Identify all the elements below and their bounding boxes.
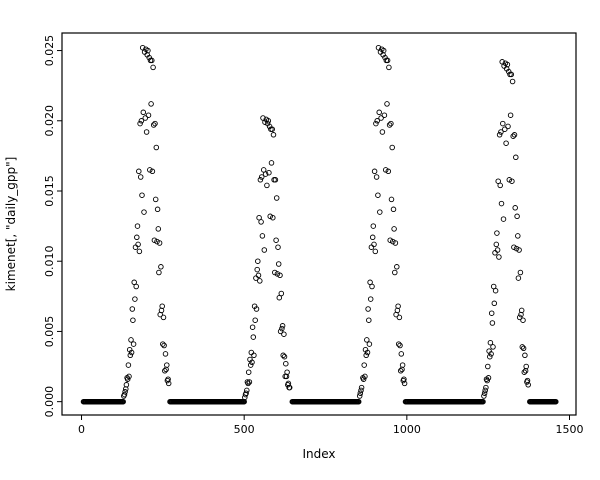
x-axis-title: Index — [302, 447, 335, 461]
y-tick-label: 0.005 — [43, 316, 56, 348]
data-points — [80, 44, 559, 405]
y-tick-label: 0.020 — [43, 105, 56, 136]
x-tick-label: 1000 — [393, 423, 421, 436]
x-tick-label: 0 — [78, 423, 85, 436]
x-tick-label: 1500 — [555, 423, 583, 436]
y-axis-title: kimenet[, "daily_gpp"] — [4, 157, 18, 292]
x-tick-label: 500 — [234, 423, 255, 436]
y-tick-label: 0.015 — [43, 175, 56, 207]
axis-ticks: 0 500 1000 1500 0.000 0.005 0.010 0.015 0.020 0.0… — [43, 35, 583, 436]
y-tick-label: 0.000 — [43, 386, 56, 418]
y-tick-label: 0.010 — [43, 245, 56, 277]
plot-border — [61, 32, 577, 416]
y-tick-label: 0.025 — [43, 35, 56, 67]
